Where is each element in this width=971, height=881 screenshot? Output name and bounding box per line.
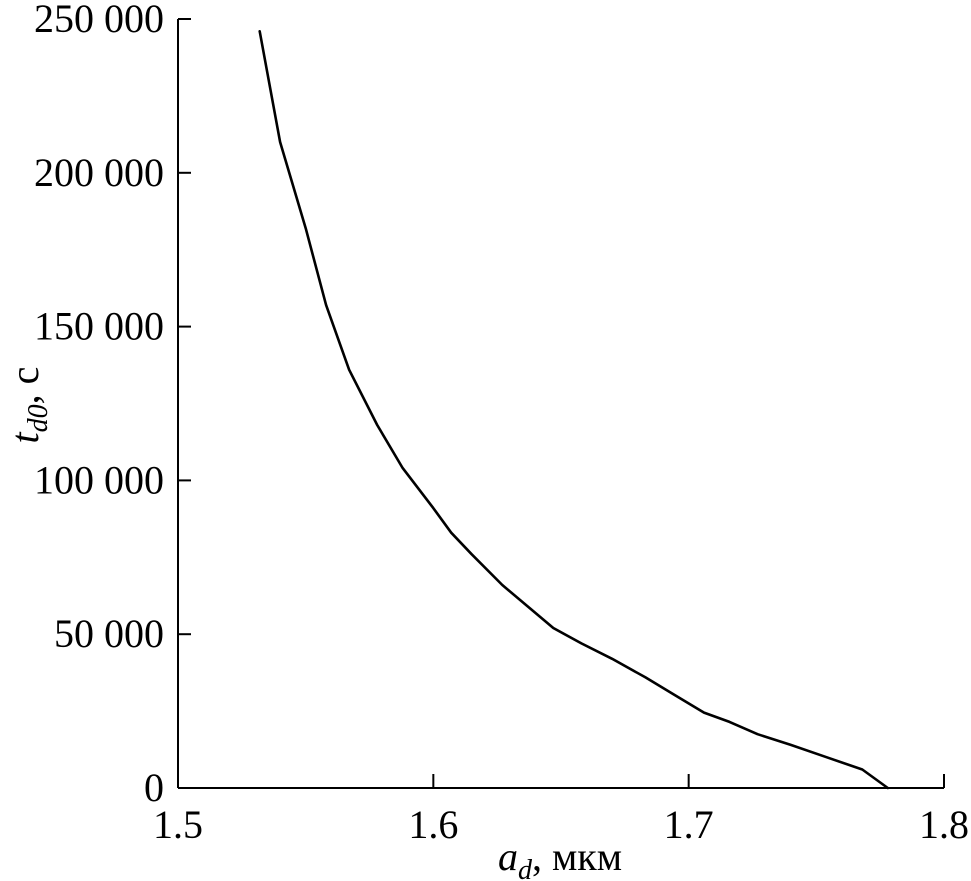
y-axis-label-unit: , с — [2, 367, 47, 405]
x-tick-label-3: 1.8 — [919, 802, 969, 847]
ticks — [177, 18, 945, 789]
y-tick-label-5: 250 000 — [34, 0, 164, 41]
y-tick-labels: 0 50 000 100 000 150 000 200 000 250 000 — [34, 0, 164, 810]
x-tick-label-1: 1.6 — [408, 802, 458, 847]
series-line — [258, 30, 890, 790]
x-axis-label-unit: , мкм — [532, 834, 622, 879]
y-tick-label-1: 50 000 — [54, 611, 164, 656]
y-tick-label-4: 200 000 — [34, 150, 164, 195]
y-axis-label-sub: d0 — [23, 404, 54, 432]
x-axis-label-sub: d — [518, 855, 533, 881]
y-axis-label-main: t — [2, 431, 47, 443]
y-tick-label-2: 100 000 — [34, 457, 164, 502]
x-tick-label-2: 1.7 — [664, 802, 714, 847]
y-tick-label-3: 150 000 — [34, 304, 164, 349]
x-tick-labels: 1.5 1.6 1.7 1.8 — [153, 802, 969, 847]
x-axis-label-main: a — [498, 834, 518, 879]
y-axis-label: td0, с — [2, 367, 54, 444]
x-axis-label: ad, мкм — [498, 834, 622, 881]
x-tick-label-0: 1.5 — [153, 802, 203, 847]
y-tick-label-0: 0 — [144, 765, 164, 810]
